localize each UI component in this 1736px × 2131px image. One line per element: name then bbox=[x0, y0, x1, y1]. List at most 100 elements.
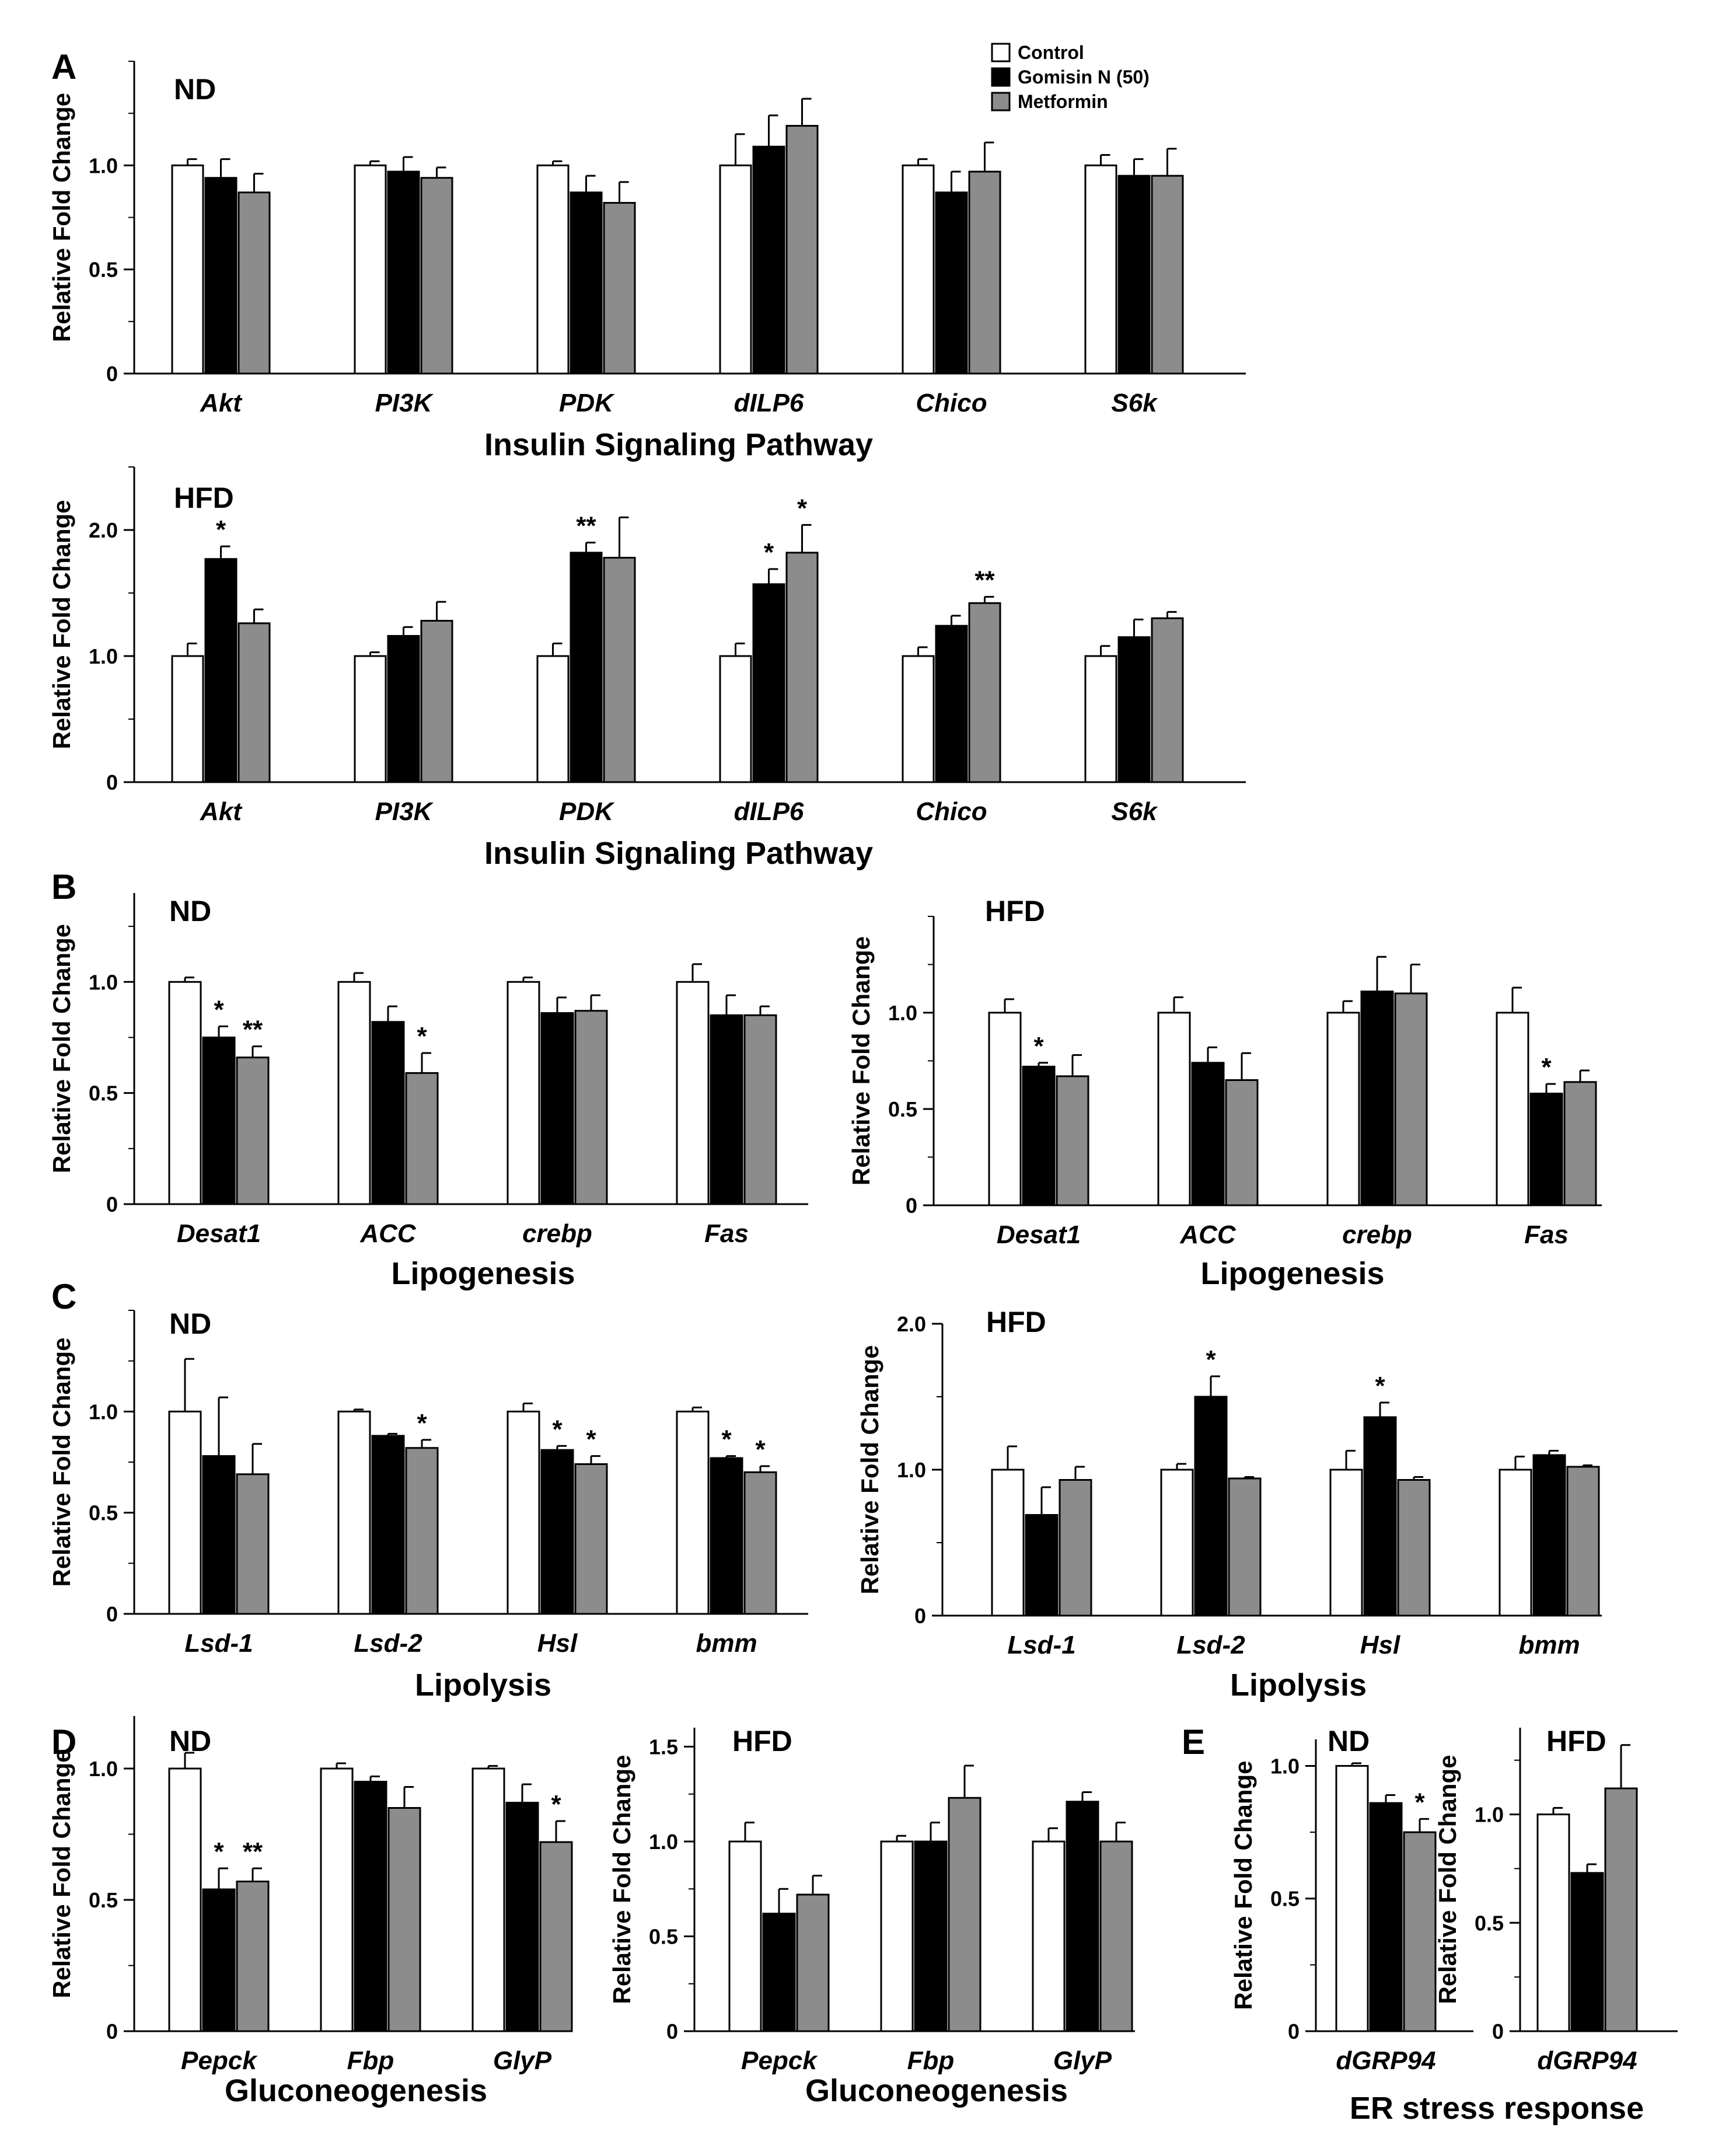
e-nd-bar-dgrp94-2 bbox=[1403, 1831, 1437, 2032]
a-hfd-significance-mark: * bbox=[764, 538, 774, 567]
c-nd-bar-hsl-0 bbox=[507, 1410, 540, 1615]
b-nd-bar-desat1-0 bbox=[168, 981, 202, 1205]
b-nd-category-label: Fas bbox=[704, 1219, 749, 1248]
d-hfd-category-label: Fbp bbox=[907, 2046, 955, 2075]
d-nd-ytick-label: 0 bbox=[106, 2020, 118, 2043]
a-nd-category-label: Akt bbox=[200, 389, 243, 417]
e-hfd-bar-dgrp94-0 bbox=[1536, 1813, 1570, 2032]
d-hfd-bar-glyp-0 bbox=[1032, 1840, 1066, 2032]
b-nd-panel-letter: B bbox=[51, 867, 76, 906]
e-hfd-title: HFD bbox=[1546, 1725, 1606, 1757]
a-hfd-bar-s6k-1 bbox=[1117, 636, 1151, 783]
c-nd-panel-letter: C bbox=[51, 1277, 76, 1316]
b-hfd-bar-crebp-0 bbox=[1326, 1012, 1360, 1206]
c-nd-bar-lsd-1-2 bbox=[236, 1473, 270, 1615]
d-nd-panel-letter: D bbox=[51, 1722, 76, 1762]
a-hfd-bar-s6k-0 bbox=[1084, 655, 1117, 783]
b-hfd-x-axis-label: Lipogenesis bbox=[1200, 1256, 1384, 1291]
d-hfd-bar-pepck-1 bbox=[762, 1913, 796, 2032]
a-nd-bar-akt-0 bbox=[171, 164, 204, 375]
b-hfd-ytick-label: 0 bbox=[906, 1194, 917, 1218]
c-nd-significance-mark: * bbox=[586, 1425, 596, 1454]
b-hfd-bar-desat1-1 bbox=[1022, 1065, 1056, 1206]
a-nd-x-axis-label: Insulin Signaling Pathway bbox=[484, 427, 873, 462]
d-nd-x-axis-label: Gluconeogenesis bbox=[225, 2073, 487, 2108]
c-nd-y-axis-label: Relative Fold Change bbox=[48, 1337, 75, 1586]
b-hfd-bar-fas-0 bbox=[1496, 1012, 1529, 1206]
c-hfd-bar-bmm-2 bbox=[1566, 1466, 1600, 1617]
c-nd-bar-lsd-2-1 bbox=[371, 1435, 405, 1615]
d-hfd-title: HFD bbox=[732, 1725, 792, 1757]
d-nd-category-label: Fbp bbox=[347, 2046, 394, 2075]
a-nd-ytick-label: 0.5 bbox=[89, 258, 118, 282]
e-nd-bar-dgrp94-0 bbox=[1335, 1764, 1369, 2032]
d-nd-bar-pepck-0 bbox=[168, 1767, 202, 2032]
d-nd-category-label: GlyP bbox=[493, 2046, 552, 2075]
a-hfd-bar-pi3k-0 bbox=[354, 655, 387, 783]
c-hfd-bar-lsd-1-1 bbox=[1025, 1514, 1059, 1617]
d-nd-bar-glyp-2 bbox=[539, 1841, 573, 2032]
d-nd-significance-mark: ** bbox=[243, 1837, 263, 1866]
c-nd-title: ND bbox=[169, 1307, 211, 1340]
b-nd-category-label: ACC bbox=[359, 1219, 417, 1248]
c-nd-category-label: Lsd-2 bbox=[354, 1629, 422, 1658]
a-nd-bar-pi3k-0 bbox=[354, 164, 387, 375]
a-hfd-category-label: PI3K bbox=[375, 797, 434, 826]
b-nd-ytick-label: 0 bbox=[106, 1192, 118, 1216]
b-hfd-bar-fas-1 bbox=[1529, 1093, 1563, 1206]
a-nd-bar-dilp6-0 bbox=[719, 164, 752, 375]
d-nd-ytick-label: 1.0 bbox=[89, 1757, 118, 1781]
a-nd-bar-chico-2 bbox=[968, 170, 1001, 375]
b-nd-significance-mark: * bbox=[214, 995, 224, 1024]
a-nd-ytick-label: 1.0 bbox=[89, 154, 118, 177]
a-nd-title: ND bbox=[174, 73, 216, 106]
b-hfd-significance-mark: * bbox=[1541, 1053, 1552, 1082]
c-nd-ytick-label: 0 bbox=[106, 1602, 118, 1626]
c-hfd-bar-lsd-2-0 bbox=[1160, 1469, 1194, 1617]
legend-label-2: Metformin bbox=[1018, 91, 1108, 112]
a-nd-bar-s6k-0 bbox=[1084, 164, 1117, 375]
c-hfd-title: HFD bbox=[986, 1306, 1046, 1338]
c-hfd-ytick-label: 2.0 bbox=[897, 1312, 926, 1336]
a-hfd-bar-akt-2 bbox=[237, 622, 271, 783]
d-hfd-x-axis-label: Gluconeogenesis bbox=[805, 2073, 1068, 2108]
e-hfd-ytick-label: 0 bbox=[1492, 2020, 1504, 2043]
c-hfd-bar-hsl-1 bbox=[1363, 1416, 1397, 1617]
e-x-axis-label: ER stress response bbox=[1350, 2091, 1644, 2126]
legend-swatch-0 bbox=[991, 43, 1011, 62]
a-hfd-bar-s6k-2 bbox=[1151, 617, 1184, 783]
b-hfd-ytick-label: 0.5 bbox=[888, 1097, 917, 1121]
c-nd-significance-mark: * bbox=[417, 1409, 427, 1438]
a-hfd-ytick-label: 1.0 bbox=[89, 644, 118, 668]
d-nd-bar-fbp-0 bbox=[320, 1767, 354, 2032]
a-nd-bar-dilp6-2 bbox=[785, 125, 819, 375]
b-hfd-bar-acc-1 bbox=[1191, 1062, 1225, 1206]
a-hfd-y-axis-label: Relative Fold Change bbox=[48, 500, 75, 749]
b-hfd-category-label: ACC bbox=[1179, 1220, 1236, 1249]
a-nd-bar-dilp6-1 bbox=[752, 145, 785, 375]
c-nd-bar-lsd-1-0 bbox=[168, 1410, 202, 1615]
d-hfd-bar-glyp-2 bbox=[1099, 1840, 1133, 2032]
e-nd-y-axis-label: Relative Fold Change bbox=[1229, 1760, 1257, 2010]
b-hfd-significance-mark: * bbox=[1033, 1032, 1044, 1061]
a-hfd-bar-chico-1 bbox=[935, 625, 968, 783]
b-nd-ytick-label: 1.0 bbox=[89, 970, 118, 994]
a-nd-ytick-label: 0 bbox=[106, 362, 118, 386]
d-hfd-category-label: GlyP bbox=[1053, 2046, 1112, 2075]
a-nd-category-label: PDK bbox=[559, 389, 615, 417]
b-nd-ytick-label: 0.5 bbox=[89, 1082, 118, 1105]
a-hfd-bar-pi3k-1 bbox=[387, 634, 420, 783]
b-hfd-category-label: crebp bbox=[1342, 1220, 1412, 1249]
a-hfd-category-label: S6k bbox=[1111, 797, 1158, 826]
d-nd-significance-mark: * bbox=[551, 1790, 561, 1819]
c-hfd-category-label: Lsd-1 bbox=[1007, 1631, 1075, 1659]
c-hfd-y-axis-label: Relative Fold Change bbox=[856, 1345, 883, 1594]
b-nd-significance-mark: * bbox=[417, 1022, 427, 1051]
a-hfd-significance-mark: ** bbox=[576, 512, 596, 540]
a-hfd-significance-mark: ** bbox=[974, 566, 995, 594]
c-hfd-x-axis-label: Lipolysis bbox=[1230, 1668, 1367, 1703]
d-nd-category-label: Pepck bbox=[181, 2046, 258, 2075]
b-hfd-category-label: Desat1 bbox=[997, 1220, 1081, 1249]
b-hfd-title: HFD bbox=[985, 895, 1045, 927]
a-hfd-bar-dilp6-2 bbox=[785, 552, 819, 783]
